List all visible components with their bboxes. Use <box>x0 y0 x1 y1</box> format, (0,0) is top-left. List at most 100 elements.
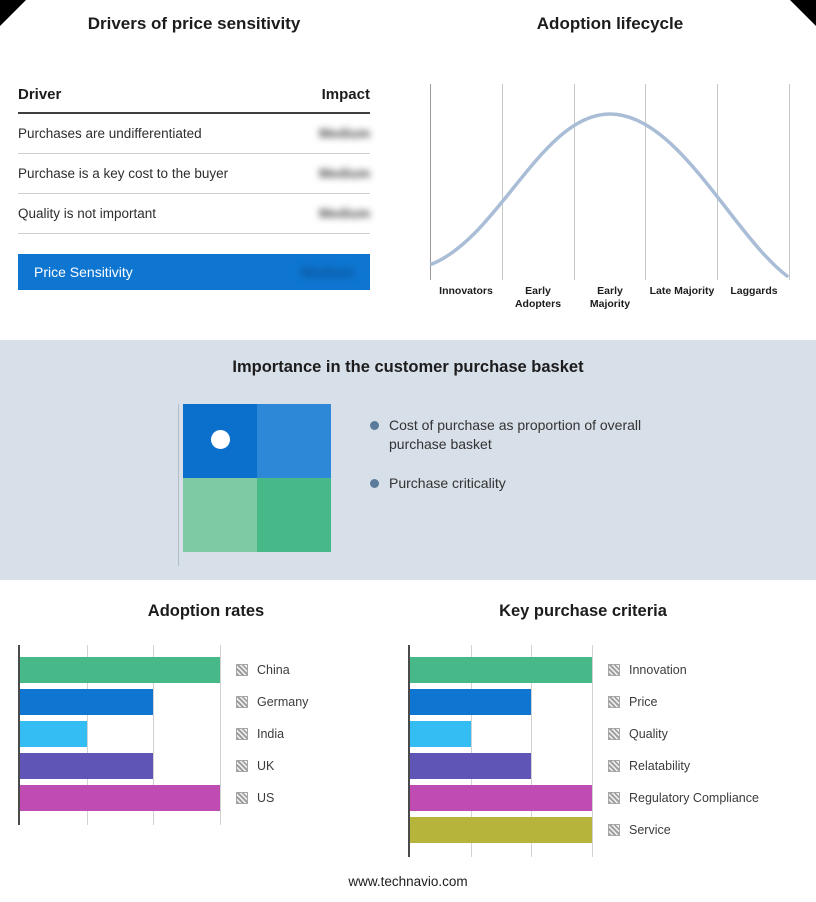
legend-label: Germany <box>257 695 309 709</box>
impact-column-header: Impact <box>321 86 370 103</box>
legend-item: UK <box>236 753 308 779</box>
legend-item: Relatability <box>608 753 759 779</box>
legend-item: Service <box>608 817 759 843</box>
position-marker-dot <box>211 430 230 449</box>
bar-innovation <box>410 657 592 683</box>
hatched-swatch-icon <box>236 792 248 804</box>
impact-value-blurred: Medium <box>318 166 370 181</box>
legend-label: Price <box>629 695 658 709</box>
stage-label-laggards: Laggards <box>730 285 778 297</box>
quadrant-cell-bottom-right <box>257 478 331 552</box>
purchase-basket-title: Importance in the customer purchase bask… <box>232 358 584 376</box>
legend-label: Quality <box>629 727 668 741</box>
legend-item: China <box>236 657 308 683</box>
legend-item: Quality <box>608 721 759 747</box>
bullet-text: Cost of purchase as proportion of overal… <box>389 417 642 452</box>
bar-us <box>20 785 220 811</box>
table-row: Purchase is a key cost to the buyer Medi… <box>18 154 370 194</box>
quadrant-axis <box>178 404 331 566</box>
lifecycle-title: Adoption lifecycle <box>536 14 684 33</box>
adoption-rates-legend: China Germany India UK US <box>236 645 308 825</box>
hatched-swatch-icon <box>236 696 248 708</box>
price-sensitivity-label: Price Sensitivity <box>34 264 133 280</box>
bar-service <box>410 817 592 843</box>
bar-china <box>20 657 220 683</box>
driver-label: Purchases are undifferentiated <box>18 126 202 141</box>
purchase-basket-bullets: Cost of purchase as proportion of overal… <box>370 416 650 513</box>
adoption-rates-chart: China Germany India UK US <box>18 645 308 825</box>
driver-label: Purchase is a key cost to the buyer <box>18 166 229 181</box>
price-sensitivity-row: Price Sensitivity Medium <box>18 254 370 290</box>
hatched-swatch-icon <box>236 728 248 740</box>
bar-uk <box>20 753 154 779</box>
legend-item: India <box>236 721 308 747</box>
lifecycle-gridlines <box>430 84 790 280</box>
bullet-icon <box>370 421 379 430</box>
hatched-swatch-icon <box>608 792 620 804</box>
legend-item: Price <box>608 689 759 715</box>
stage-label-early-adopters: Early Adopters <box>514 285 562 310</box>
legend-label: India <box>257 727 285 741</box>
purchase-basket-quadrant <box>183 404 331 552</box>
stage-label-early-majority: Early Majority <box>589 285 631 310</box>
legend-label: Regulatory Compliance <box>629 791 759 805</box>
bar-quality <box>410 721 471 747</box>
impact-value-blurred: Medium <box>318 126 370 141</box>
legend-item: Regulatory Compliance <box>608 785 759 811</box>
hatched-swatch-icon <box>608 696 620 708</box>
website-url: www.technavio.com <box>348 874 468 889</box>
table-row: Quality is not important Medium <box>18 194 370 234</box>
bell-curve-chart <box>430 84 790 280</box>
drivers-of-price-sensitivity-section: Drivers of price sensitivity Driver Impa… <box>18 14 370 290</box>
list-item: Cost of purchase as proportion of overal… <box>370 416 650 454</box>
key-purchase-criteria-chart: Innovation Price Quality Relatability Re… <box>408 645 759 857</box>
drivers-table-header: Driver Impact <box>18 86 370 114</box>
bar-germany <box>20 689 154 715</box>
hatched-swatch-icon <box>236 664 248 676</box>
legend-label: UK <box>257 759 275 773</box>
driver-column-header: Driver <box>18 86 62 103</box>
legend-label: China <box>257 663 290 677</box>
adoption-lifecycle-section: Adoption lifecycle Innovators Early Adop… <box>430 14 790 310</box>
legend-label: Relatability <box>629 759 691 773</box>
hatched-swatch-icon <box>608 824 620 836</box>
legend-label: Innovation <box>629 663 687 677</box>
lifecycle-stage-labels: Innovators Early Adopters Early Majority… <box>430 285 790 310</box>
bar-relatability <box>410 753 532 779</box>
price-sensitivity-value-blurred: Medium <box>301 264 354 280</box>
legend-item: US <box>236 785 308 811</box>
driver-label: Quality is not important <box>18 206 157 221</box>
adoption-rates-plot <box>18 645 221 825</box>
legend-label: US <box>257 791 275 805</box>
adoption-rates-title: Adoption rates <box>147 602 265 620</box>
key-purchase-criteria-plot <box>408 645 593 857</box>
purchase-basket-section: Importance in the customer purchase bask… <box>0 340 816 580</box>
bullet-text: Purchase criticality <box>389 474 506 491</box>
legend-item: Germany <box>236 689 308 715</box>
corner-decoration-left <box>0 0 26 26</box>
legend-item: Innovation <box>608 657 759 683</box>
quadrant-cell-top-left <box>183 404 257 478</box>
hatched-swatch-icon <box>608 728 620 740</box>
key-purchase-criteria-legend: Innovation Price Quality Relatability Re… <box>608 645 759 857</box>
table-row: Purchases are undifferentiated Medium <box>18 114 370 154</box>
bar-price <box>410 689 532 715</box>
bell-curve-path <box>430 112 789 278</box>
bar-india <box>20 721 87 747</box>
impact-value-blurred: Medium <box>318 206 370 221</box>
hatched-swatch-icon <box>608 664 620 676</box>
bell-curve-svg <box>430 112 789 278</box>
drivers-title: Drivers of price sensitivity <box>87 14 301 33</box>
hatched-swatch-icon <box>236 760 248 772</box>
list-item: Purchase criticality <box>370 474 650 493</box>
key-purchase-criteria-title: Key purchase criteria <box>499 602 667 620</box>
bar-regulatory-compliance <box>410 785 592 811</box>
corner-decoration-right <box>790 0 816 26</box>
hatched-swatch-icon <box>608 760 620 772</box>
bullet-icon <box>370 478 379 488</box>
stage-label-innovators: Innovators <box>439 285 493 297</box>
legend-label: Service <box>629 823 671 837</box>
quadrant-cell-top-right <box>257 404 331 478</box>
stage-label-late-majority: Late Majority <box>649 285 715 297</box>
